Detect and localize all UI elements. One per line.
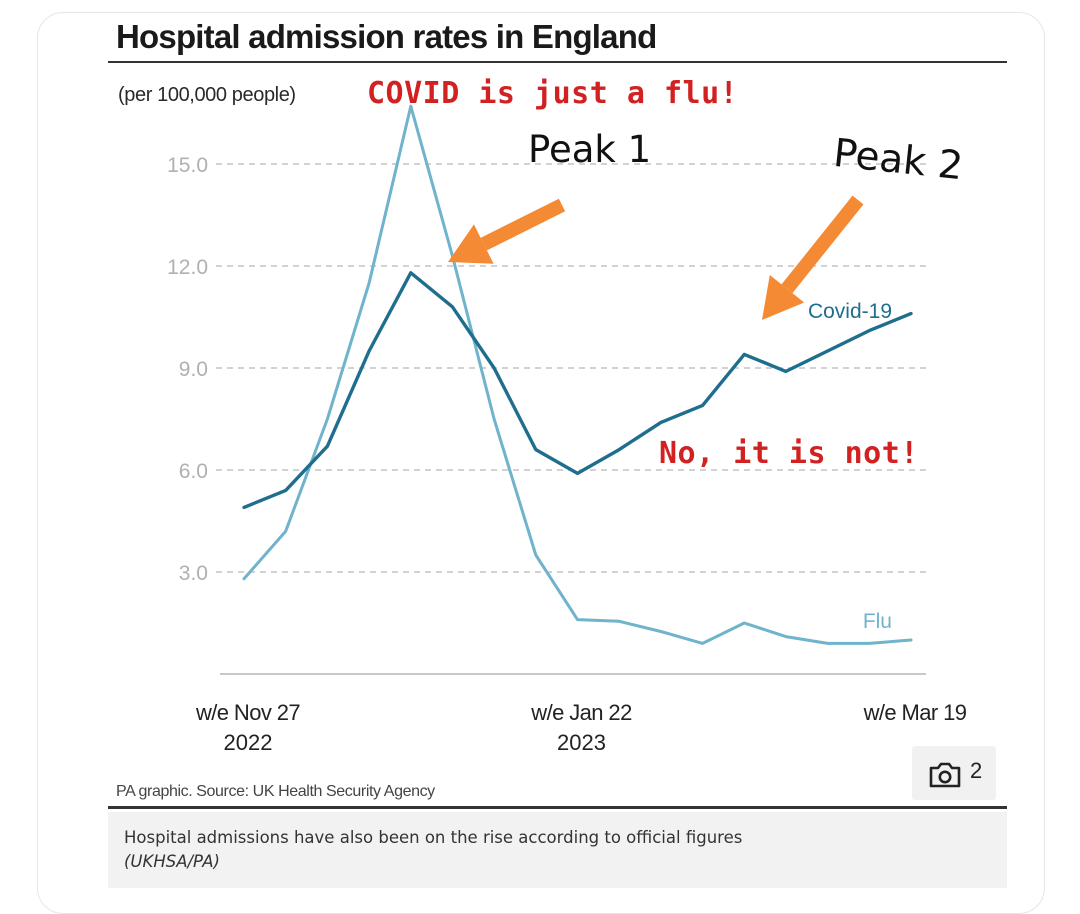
source-divider xyxy=(108,806,1007,809)
y-tick-label: 6.0 xyxy=(179,460,208,483)
caption-credit: (UKHSA/PA) xyxy=(124,852,220,871)
y-tick-label: 15.0 xyxy=(167,154,208,177)
x-tick-label: w/e Jan 22 xyxy=(530,700,632,725)
annotation-peak-1: Peak 1 xyxy=(528,128,652,171)
series-label-flu: Flu xyxy=(863,610,892,633)
series-line-covid-19 xyxy=(242,271,913,510)
y-tick-label: 12.0 xyxy=(167,256,208,279)
x-tick-label: w/e Nov 27 xyxy=(195,700,300,725)
chart-source: PA graphic. Source: UK Health Security A… xyxy=(116,783,435,800)
series-line-flu xyxy=(242,104,913,645)
media-count-badge[interactable]: 2 xyxy=(912,746,996,800)
media-count: 2 xyxy=(970,758,983,783)
arrow-peak-2 xyxy=(762,195,864,320)
x-tick-label-year: 2023 xyxy=(557,730,606,755)
y-tick-label: 9.0 xyxy=(179,358,208,381)
image-caption: Hospital admissions have also been on th… xyxy=(108,812,1007,888)
caption-text: Hospital admissions have also been on th… xyxy=(124,828,743,847)
arrow-peak-1 xyxy=(448,198,566,264)
series-label-covid: Covid-19 xyxy=(808,300,892,323)
annotation-not: No, it is not! xyxy=(659,436,919,471)
chart-subtitle: (per 100,000 people) xyxy=(118,84,296,106)
post-card xyxy=(37,12,1045,914)
title-divider xyxy=(108,61,1007,63)
chart-title: Hospital admission rates in England xyxy=(116,18,657,55)
x-tick-label-year: 2022 xyxy=(224,730,273,755)
x-tick-label: w/e Mar 19 xyxy=(863,700,967,725)
annotation-covid-flu: COVID is just a flu! xyxy=(367,76,739,111)
camera-icon xyxy=(929,762,961,788)
y-tick-label: 3.0 xyxy=(179,562,208,585)
